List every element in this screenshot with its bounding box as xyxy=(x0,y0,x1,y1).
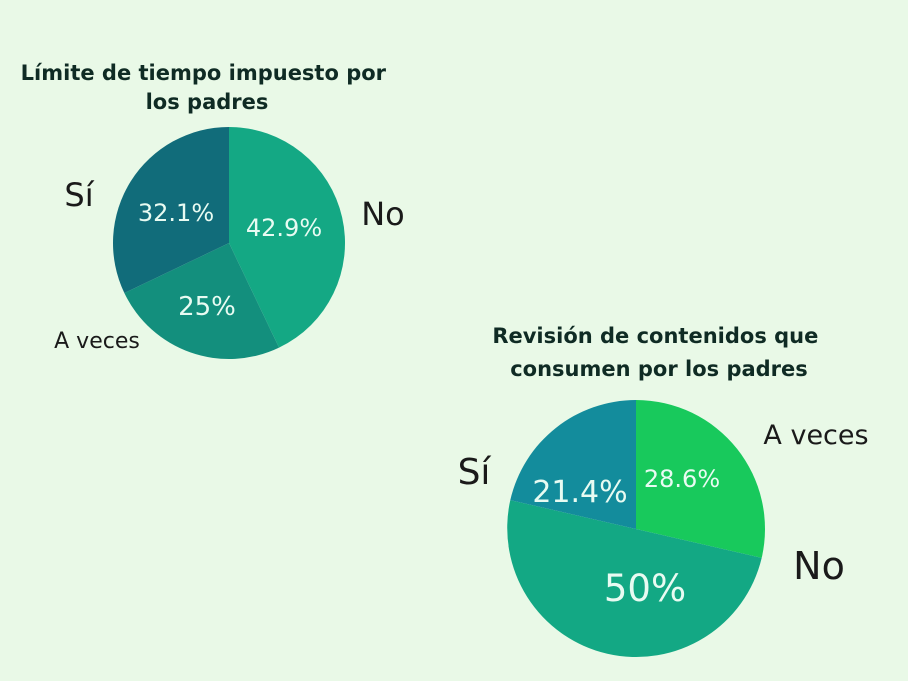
chart-time-limit-category-a-veces: A veces xyxy=(54,329,140,354)
chart-time-limit-slice-no xyxy=(229,127,346,348)
chart-time-limit-title-line-2: los padres xyxy=(146,90,269,114)
chart-time-limit-value-no: 42.9% xyxy=(246,214,322,242)
chart-time-limit-slice-si xyxy=(112,127,229,294)
chart-content-review-slice-no xyxy=(507,500,762,658)
chart-time-limit-slices xyxy=(112,127,346,360)
chart-time-limit-value-si: 32.1% xyxy=(138,199,214,227)
chart-time-limit: Límite de tiempo impuesto por los padres… xyxy=(21,61,405,360)
chart-time-limit-title-line-1: Límite de tiempo impuesto por xyxy=(21,61,387,85)
chart-content-review-slice-si xyxy=(510,400,636,529)
chart-content-review-title-line-1: Revisión de contenidos que xyxy=(492,324,818,348)
chart-content-review-title: Revisión de contenidos que consumen por … xyxy=(492,324,825,381)
chart-content-review-category-a-veces: A veces xyxy=(763,420,868,451)
chart-time-limit-title: Límite de tiempo impuesto por los padres xyxy=(21,61,394,114)
chart-time-limit-category-si: Sí xyxy=(64,176,94,214)
chart-content-review-category-si: Sí xyxy=(458,452,492,493)
chart-content-review-slice-a-veces xyxy=(636,400,765,558)
chart-content-review-title-line-2: consumen por los padres xyxy=(510,357,808,381)
chart-content-review-slices xyxy=(507,400,765,658)
chart-time-limit-value-a-veces: 25% xyxy=(178,292,236,322)
chart-content-review-value-a-veces: 28.6% xyxy=(644,465,720,493)
chart-time-limit-slice-a-veces xyxy=(124,243,280,360)
chart-content-review-value-no: 50% xyxy=(604,567,686,610)
chart-content-review: Revisión de contenidos que consumen por … xyxy=(458,324,869,658)
chart-time-limit-category-no: No xyxy=(361,195,405,233)
chart-content-review-category-no: No xyxy=(793,544,845,588)
chart-content-review-value-si: 21.4% xyxy=(532,475,627,510)
